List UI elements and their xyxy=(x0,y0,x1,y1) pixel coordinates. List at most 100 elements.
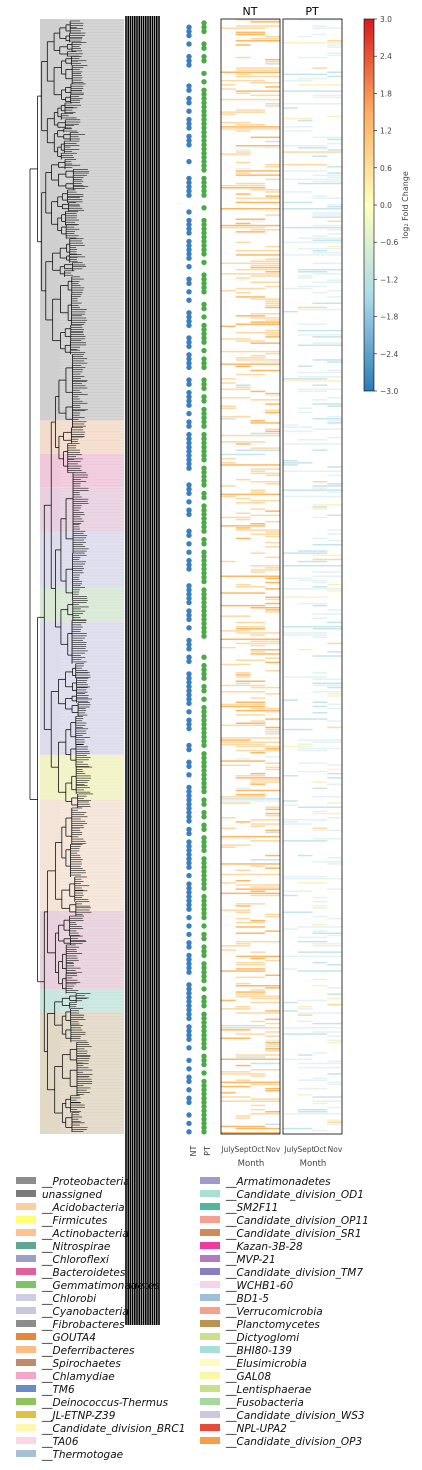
heatmap-cell xyxy=(312,915,328,918)
heatmap-cell xyxy=(221,1073,266,1075)
pt-presence-dot xyxy=(201,763,207,770)
heatmap-cell xyxy=(235,373,266,376)
pt-presence-dot xyxy=(201,520,207,526)
heatmap-cell xyxy=(221,113,236,115)
heatmap-cell xyxy=(235,69,280,71)
taxon-band xyxy=(40,1011,124,1134)
heatmap-cell xyxy=(250,1083,280,1086)
heatmap-cell xyxy=(297,439,328,441)
heatmap-cell xyxy=(312,581,328,584)
nt-presence-dot xyxy=(186,788,192,795)
heatmap-cell xyxy=(265,730,280,733)
heatmap-cell xyxy=(265,163,280,166)
heatmap-cell xyxy=(297,277,313,279)
heatmap-cell xyxy=(250,772,266,775)
heatmap-cell xyxy=(250,823,280,825)
heatmap-cell xyxy=(221,208,280,210)
pt-presence-dot xyxy=(201,1032,207,1038)
heatmap-cell xyxy=(221,121,251,124)
heatmap-cell xyxy=(221,405,236,407)
x-axis-label-pt: Month xyxy=(300,1159,327,1169)
heatmap-cell xyxy=(283,430,313,433)
nt-presence-dot xyxy=(186,998,192,1005)
tip-labels xyxy=(125,16,160,1325)
pt-presence-dot xyxy=(201,87,207,93)
heatmap-cell xyxy=(312,655,342,657)
heatmap-cell xyxy=(265,271,280,273)
heatmap-cell xyxy=(327,115,342,118)
heatmap-cell xyxy=(221,838,251,840)
pt-presence-dot xyxy=(201,826,207,833)
pt-presence-dot xyxy=(201,482,207,488)
heatmap-cell xyxy=(221,835,280,838)
heatmap-cell xyxy=(250,1069,280,1071)
pt-presence-dot xyxy=(201,595,207,602)
heatmap-cell xyxy=(235,149,251,151)
nt-presence-dot xyxy=(186,133,192,140)
nt-presence-dot xyxy=(186,679,192,686)
heatmap-cell xyxy=(327,71,342,73)
heatmap-cell xyxy=(235,168,251,170)
pt-presence-dot xyxy=(201,872,207,879)
pt-presence-dot xyxy=(201,667,207,673)
nt-presence-dot xyxy=(186,457,192,463)
heatmap-cell xyxy=(235,982,251,985)
pt-presence-dot xyxy=(201,553,207,560)
pt-presence-dot xyxy=(201,205,207,211)
heatmap-cell xyxy=(221,970,266,972)
heatmap-cell xyxy=(327,987,342,989)
heatmap-cell xyxy=(235,359,280,361)
nt-presence-dot xyxy=(186,121,192,127)
legend-label: __Candidate_division_WS3 xyxy=(225,1410,365,1422)
pt-presence-dot xyxy=(201,217,207,224)
x-tick-july: July xyxy=(283,1145,298,1154)
pt-presence-dot xyxy=(201,406,207,413)
nt-presence-dot xyxy=(186,772,192,778)
heatmap-cell xyxy=(283,699,298,701)
heatmap-cell xyxy=(265,302,280,304)
heatmap-cell xyxy=(235,33,266,36)
heatmap-cell xyxy=(283,170,328,172)
pt-presence-dot xyxy=(201,620,207,627)
nt-presence-dot xyxy=(186,906,192,912)
heatmap-cell xyxy=(265,1041,280,1044)
heatmap-cell xyxy=(221,79,266,82)
heatmap-cell xyxy=(235,789,280,792)
heatmap-cell xyxy=(221,382,236,384)
heatmap-cell xyxy=(297,749,328,752)
heatmap-cell xyxy=(221,338,251,340)
heatmap-cell xyxy=(235,1033,266,1035)
taxon-band xyxy=(40,911,124,990)
heatmap-cell xyxy=(235,955,280,958)
heatmap-cell xyxy=(250,313,280,315)
heatmap-cell xyxy=(327,1119,342,1121)
legend-swatch xyxy=(16,1229,36,1236)
heatmap-cell xyxy=(327,993,342,995)
legend-label: __Deinococcus-Thermus xyxy=(41,1397,169,1409)
heatmap-cell xyxy=(327,583,342,586)
legend-swatch xyxy=(200,1372,220,1379)
heatmap-cell xyxy=(283,151,342,153)
pt-presence-dot xyxy=(201,994,207,1001)
nt-presence-dot xyxy=(186,53,192,60)
heatmap-cell xyxy=(327,369,342,372)
heatmap-cell xyxy=(265,1039,280,1042)
heatmap-cell xyxy=(283,968,298,970)
heatmap-cell xyxy=(265,1090,280,1092)
pt-presence-dot xyxy=(201,860,207,866)
heatmap-cell xyxy=(327,707,342,710)
heatmap-cell xyxy=(327,415,342,418)
heatmap-cell xyxy=(235,722,266,724)
colorbar-tick-label: −3.0 xyxy=(380,387,398,396)
heatmap-cell xyxy=(250,951,266,953)
pt-presence-dot xyxy=(201,1011,207,1017)
heatmap-cell xyxy=(312,672,328,674)
pt-presence-dot xyxy=(201,898,207,904)
heatmap-cell xyxy=(235,1006,251,1008)
heatmap-cell xyxy=(250,1108,266,1111)
pt-presence-dot xyxy=(201,100,207,106)
heatmap-cell xyxy=(235,787,251,790)
heatmap-cell xyxy=(250,369,280,372)
heatmap-cell xyxy=(297,936,328,939)
x-tick-oct: Oct xyxy=(314,1145,327,1154)
